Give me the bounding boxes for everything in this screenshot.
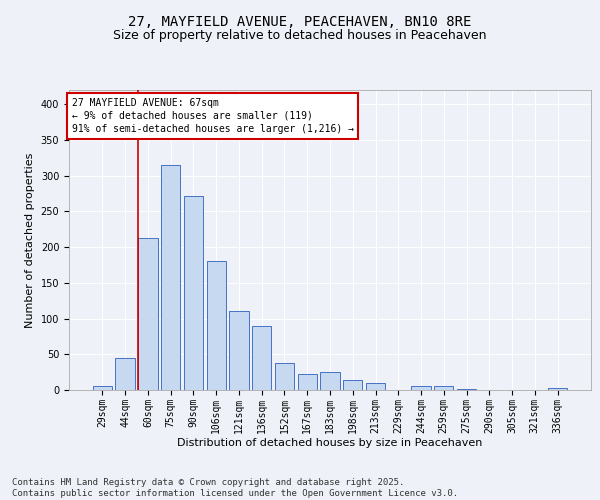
Bar	[548, 388, 567, 390]
Bar	[161, 165, 181, 390]
Bar	[184, 196, 203, 390]
Bar	[93, 386, 112, 390]
Y-axis label: Number of detached properties: Number of detached properties	[25, 152, 35, 328]
Text: 27 MAYFIELD AVENUE: 67sqm
← 9% of detached houses are smaller (119)
91% of semi-: 27 MAYFIELD AVENUE: 67sqm ← 9% of detach…	[71, 98, 353, 134]
Bar	[298, 374, 317, 390]
Bar	[115, 358, 135, 390]
Bar	[457, 388, 476, 390]
Text: Contains HM Land Registry data © Crown copyright and database right 2025.
Contai: Contains HM Land Registry data © Crown c…	[12, 478, 458, 498]
Bar	[412, 386, 431, 390]
Bar	[252, 326, 271, 390]
Bar	[229, 312, 248, 390]
Bar	[434, 386, 454, 390]
Bar	[366, 383, 385, 390]
Bar	[320, 372, 340, 390]
Bar	[206, 262, 226, 390]
Text: 27, MAYFIELD AVENUE, PEACEHAVEN, BN10 8RE: 27, MAYFIELD AVENUE, PEACEHAVEN, BN10 8R…	[128, 16, 472, 30]
Text: Size of property relative to detached houses in Peacehaven: Size of property relative to detached ho…	[113, 28, 487, 42]
Bar	[343, 380, 362, 390]
X-axis label: Distribution of detached houses by size in Peacehaven: Distribution of detached houses by size …	[178, 438, 482, 448]
Bar	[138, 238, 158, 390]
Bar	[275, 363, 294, 390]
